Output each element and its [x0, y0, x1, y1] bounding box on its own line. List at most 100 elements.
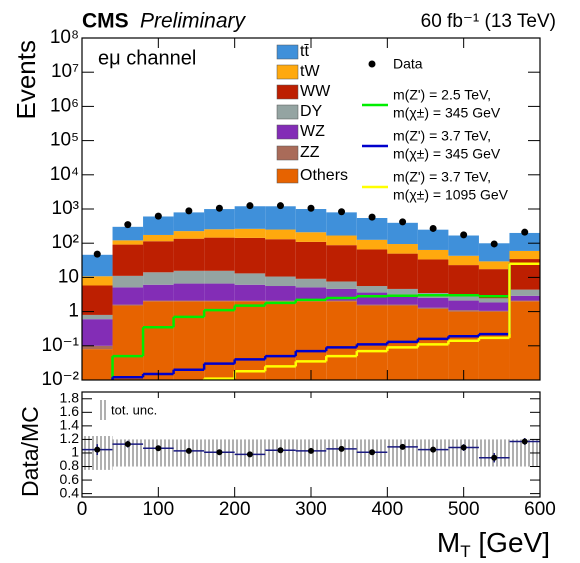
stack-bar: [448, 295, 479, 301]
y-tick-label: 1.4: [60, 417, 80, 433]
stack-bar: [387, 244, 418, 254]
y-tick-label: 10²: [52, 232, 79, 253]
x-tick-label: 400: [371, 499, 403, 520]
data-point: [399, 218, 407, 226]
stack-bar: [478, 298, 510, 303]
data-point: [521, 228, 529, 236]
y-tick-label: 0.8: [60, 457, 80, 473]
legend-label: m(χ±) = 345 GeV: [393, 146, 501, 162]
stack-bar: [295, 278, 327, 288]
stack-bar: [417, 307, 449, 309]
stack-bar: [234, 273, 266, 285]
stack-bar: [295, 232, 327, 242]
x-label-unit: [GeV]: [471, 527, 550, 558]
stack-bar: [82, 254, 113, 277]
stack-bar: [204, 209, 235, 230]
y-tick-label: 1.6: [60, 403, 80, 419]
y-tick-label: 10³: [52, 198, 79, 219]
stack-bar: [265, 286, 296, 301]
status: Preliminary: [140, 10, 247, 33]
y-tick-label: 10⁻¹: [42, 335, 80, 356]
stack-bar: [448, 235, 479, 256]
legend-label: tt̄: [300, 43, 309, 60]
stack-bar: [143, 234, 174, 242]
legend-label: m(Z') = 3.7 TeV,: [393, 128, 491, 144]
stack-bar: [326, 301, 357, 380]
stack-bar: [295, 287, 327, 301]
stack-bar: [112, 304, 144, 306]
ratio-point: [430, 446, 437, 453]
stack-bar: [387, 288, 418, 295]
stack-bar: [112, 275, 144, 288]
y-tick-label: 1.8: [60, 389, 80, 405]
x-label-main: M: [437, 527, 460, 558]
stack-bar: [295, 301, 327, 380]
uncertainty-band: [387, 439, 418, 467]
stack-bar: [143, 300, 174, 302]
stack-bar: [326, 212, 357, 236]
stack-bar: [173, 231, 205, 239]
legend-label: m(Z') = 2.5 TeV,: [393, 87, 491, 103]
x-tick-label: 500: [448, 499, 480, 520]
legend-swatch: [276, 168, 299, 184]
stack-bar: [173, 283, 205, 301]
uncertainty-band: [448, 439, 479, 467]
stack-bar: [112, 226, 144, 241]
stack-bar: [82, 314, 113, 320]
stack-bar: [82, 285, 113, 315]
stack-bar: [417, 249, 449, 260]
y-tick-label: 1: [68, 301, 79, 322]
x-tick-label: 200: [219, 499, 251, 520]
stack-bar: [295, 241, 327, 279]
stack-bar: [204, 301, 235, 380]
stack-bar: [143, 272, 174, 285]
y-tick-label: 10⁶: [50, 95, 79, 116]
stack-bar: [143, 241, 174, 273]
stack-bar: [265, 239, 296, 277]
plot-area: 10⁻²10⁻¹11010²10³10⁴10⁵10⁶10⁷10⁸tt̄tWWWD…: [42, 27, 556, 520]
legend-swatch: [276, 104, 299, 120]
stack-bar: [82, 349, 113, 380]
data-point: [215, 204, 223, 212]
stack-bar: [509, 250, 540, 260]
legend-swatch: [98, 400, 108, 420]
legend-label: tot. unc.: [111, 402, 157, 417]
y-tick-label: 0.4: [60, 484, 80, 500]
y-tick-label: 10⁻²: [42, 369, 80, 390]
data-point: [368, 213, 376, 221]
stack-bar: [204, 237, 235, 271]
data-point: [154, 212, 162, 220]
stack-bar: [204, 270, 235, 284]
data-point: [93, 250, 101, 258]
y-tick-label: 1.2: [60, 430, 80, 446]
ratio-point: [399, 443, 406, 450]
stack-bar: [143, 216, 174, 235]
stack-bar: [448, 255, 479, 266]
stack-bar: [82, 276, 113, 286]
legend-label: Data: [393, 56, 423, 72]
ratio-point: [460, 444, 467, 451]
stack-bar: [417, 229, 449, 250]
x-tick-label: 100: [142, 499, 174, 520]
stack-bar: [265, 206, 296, 230]
stack-bar: [326, 288, 357, 301]
ratio-point: [338, 445, 345, 452]
lumi: 60 fb⁻¹ (13 TeV): [421, 11, 556, 32]
stack-bar: [478, 269, 510, 299]
data-point: [338, 208, 346, 216]
stack-bar: [356, 286, 388, 293]
legend-swatch: [276, 84, 299, 100]
stack-bar: [509, 295, 540, 301]
x-tick-label: 600: [524, 499, 556, 520]
ratio-point: [124, 441, 131, 448]
stack-bar: [82, 319, 113, 346]
legend-label: ZZ: [300, 144, 320, 161]
stack-bar: [509, 301, 540, 380]
stack-bar: [356, 217, 388, 240]
ratio-point: [491, 454, 498, 461]
stack-bar: [204, 229, 235, 238]
legend-swatch: [276, 145, 299, 161]
y-tick-label: 10⁷: [51, 61, 79, 82]
stack-bar: [173, 301, 205, 380]
